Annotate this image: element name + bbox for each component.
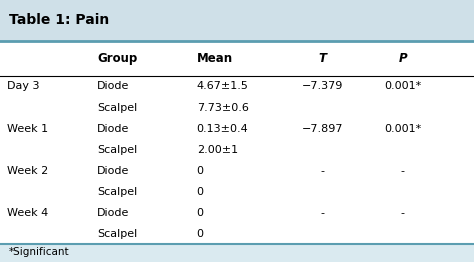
Text: Diode: Diode — [97, 208, 129, 218]
Text: 0.001*: 0.001* — [384, 124, 421, 134]
Text: P: P — [399, 52, 407, 65]
Text: 7.73±0.6: 7.73±0.6 — [197, 102, 248, 112]
Text: Diode: Diode — [97, 81, 129, 91]
Text: T: T — [319, 52, 326, 65]
Text: Group: Group — [97, 52, 137, 65]
Text: -: - — [320, 208, 324, 218]
Text: Mean: Mean — [197, 52, 233, 65]
Bar — [0, 0, 474, 41]
Text: Scalpel: Scalpel — [97, 102, 137, 112]
Text: Week 4: Week 4 — [7, 208, 48, 218]
Text: Scalpel: Scalpel — [97, 145, 137, 155]
Text: -: - — [320, 166, 324, 176]
Text: Scalpel: Scalpel — [97, 229, 137, 239]
Text: 0.001*: 0.001* — [384, 81, 421, 91]
Text: 0: 0 — [197, 187, 204, 196]
Text: 0: 0 — [197, 166, 204, 176]
Text: −7.379: −7.379 — [301, 81, 343, 91]
Text: -: - — [401, 166, 405, 176]
Bar — [0, 41, 474, 244]
Text: -: - — [401, 208, 405, 218]
Text: Week 2: Week 2 — [7, 166, 48, 176]
Text: Scalpel: Scalpel — [97, 187, 137, 196]
Text: Table 1: Pain: Table 1: Pain — [9, 13, 109, 27]
Text: 0.13±0.4: 0.13±0.4 — [197, 124, 248, 134]
Text: Week 1: Week 1 — [7, 124, 48, 134]
Text: −7.897: −7.897 — [301, 124, 343, 134]
Text: *Significant: *Significant — [9, 247, 69, 257]
Text: Diode: Diode — [97, 124, 129, 134]
Text: 2.00±1: 2.00±1 — [197, 145, 238, 155]
Text: Diode: Diode — [97, 166, 129, 176]
Text: 0: 0 — [197, 229, 204, 239]
Text: 4.67±1.5: 4.67±1.5 — [197, 81, 248, 91]
Text: Day 3: Day 3 — [7, 81, 40, 91]
Text: 0: 0 — [197, 208, 204, 218]
